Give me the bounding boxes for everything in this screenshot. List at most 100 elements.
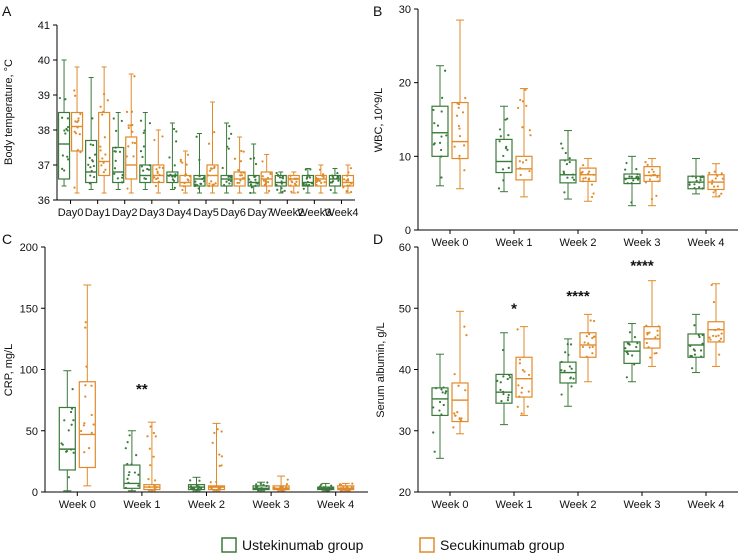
data-point <box>131 130 134 133</box>
box-iqr <box>451 101 469 160</box>
y-tick-label: 36 <box>38 195 50 207</box>
data-point <box>331 180 335 183</box>
box-ustekinumab <box>123 430 141 492</box>
data-point <box>209 169 212 172</box>
data-point <box>568 157 571 160</box>
data-point <box>653 352 656 355</box>
data-point <box>521 126 524 129</box>
data-point <box>656 175 659 179</box>
data-point <box>152 455 155 458</box>
data-point <box>280 187 283 190</box>
box-iqr <box>643 326 661 349</box>
data-point <box>130 110 134 113</box>
data-point <box>517 384 520 387</box>
data-point <box>560 393 563 396</box>
data-point <box>125 110 129 113</box>
data-point <box>71 388 74 391</box>
data-point <box>283 189 286 192</box>
data-point <box>113 172 116 175</box>
data-point <box>501 168 505 171</box>
data-point <box>592 335 596 339</box>
data-point <box>501 348 505 352</box>
data-point <box>456 411 459 414</box>
data-point <box>290 180 293 183</box>
data-point <box>154 184 157 188</box>
data-point <box>567 353 570 356</box>
box-ustekinumab <box>687 313 705 374</box>
data-point <box>346 174 349 177</box>
data-point <box>115 129 118 132</box>
box-secukinumab <box>233 136 246 194</box>
data-point <box>58 96 61 100</box>
data-point <box>502 375 505 378</box>
data-point <box>504 118 507 121</box>
data-point <box>346 178 350 181</box>
data-point <box>349 167 353 170</box>
data-point <box>569 377 572 380</box>
data-point <box>521 161 525 164</box>
data-point <box>507 393 510 397</box>
data-point <box>309 168 312 171</box>
data-point <box>506 399 510 402</box>
data-point <box>506 117 509 120</box>
box-secukinumab <box>143 421 161 492</box>
data-point <box>582 164 585 167</box>
data-point <box>156 171 159 175</box>
data-point <box>264 179 268 182</box>
data-point <box>636 173 639 176</box>
data-point <box>693 353 697 356</box>
data-point <box>656 329 659 332</box>
data-point <box>153 487 156 490</box>
data-point <box>585 355 588 358</box>
box-ustekinumab <box>139 112 152 190</box>
data-point <box>694 176 698 179</box>
data-point <box>336 171 339 175</box>
data-point <box>259 482 262 485</box>
data-point <box>440 155 443 158</box>
data-point <box>182 185 186 188</box>
data-point <box>60 442 63 445</box>
data-point <box>240 174 244 177</box>
box-iqr <box>643 166 661 182</box>
x-tick-label: Week3 <box>297 207 331 219</box>
data-point <box>154 435 157 438</box>
data-point <box>440 135 443 138</box>
data-point <box>306 176 309 179</box>
x-tick-label: Week 0 <box>431 499 468 511</box>
data-point <box>701 333 704 336</box>
data-point <box>199 182 202 185</box>
data-point <box>713 170 716 173</box>
data-point <box>718 194 721 198</box>
data-point <box>337 175 340 178</box>
data-point <box>213 431 216 434</box>
box-iqr <box>57 111 71 180</box>
data-point <box>155 177 158 181</box>
data-point <box>520 412 523 415</box>
data-point <box>296 191 299 194</box>
data-point <box>76 149 79 152</box>
legend-swatch-ustekinumab <box>221 537 237 553</box>
data-point <box>351 482 354 485</box>
data-point <box>521 100 525 103</box>
data-point <box>711 179 714 182</box>
box-ustekinumab <box>252 481 270 492</box>
data-point <box>175 140 178 143</box>
x-tick-label: Week 3 <box>253 499 290 511</box>
data-point <box>252 157 256 160</box>
data-point <box>319 485 322 488</box>
data-point <box>286 478 289 481</box>
data-point <box>218 453 221 456</box>
data-point <box>718 339 721 343</box>
y-tick-label: 150 <box>20 303 38 315</box>
box-ustekinumab <box>559 130 577 200</box>
data-point <box>121 173 124 177</box>
data-point <box>185 163 188 166</box>
data-point <box>186 153 190 156</box>
data-point <box>647 171 651 174</box>
data-point <box>72 419 75 422</box>
data-point <box>516 405 519 408</box>
data-point <box>74 132 78 135</box>
data-point <box>644 161 647 164</box>
data-point <box>74 94 77 97</box>
x-tick-label: Week 2 <box>559 237 596 249</box>
